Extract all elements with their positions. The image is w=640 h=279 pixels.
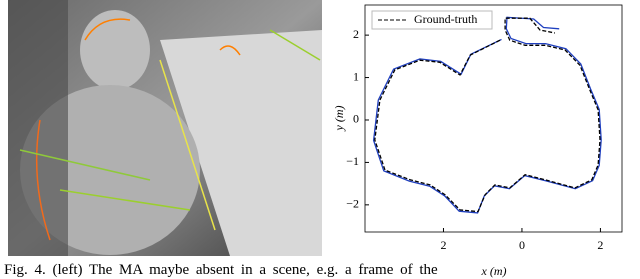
axes-frame: [364, 4, 623, 233]
caption: Fig. 4. (left) The MA maybe absent in a …: [4, 262, 438, 278]
x-tick-label: 2: [597, 238, 603, 252]
photo: [8, 0, 322, 256]
x-axis-label: x (m): [481, 264, 507, 278]
x-tick-label: 0: [519, 238, 525, 252]
y-tick-label: −2: [346, 197, 359, 211]
series-line: [374, 17, 601, 213]
y-axis-label: y (m): [332, 106, 346, 132]
legend-box: [371, 10, 493, 30]
y-tick-label: −1: [346, 154, 359, 168]
x-tick-label: 2: [440, 238, 446, 252]
y-tick-label: 1: [353, 69, 359, 83]
y-tick-label: 2: [353, 27, 359, 41]
y-tick-label: 0: [353, 112, 359, 126]
legend-label: Ground-truth: [414, 12, 477, 26]
